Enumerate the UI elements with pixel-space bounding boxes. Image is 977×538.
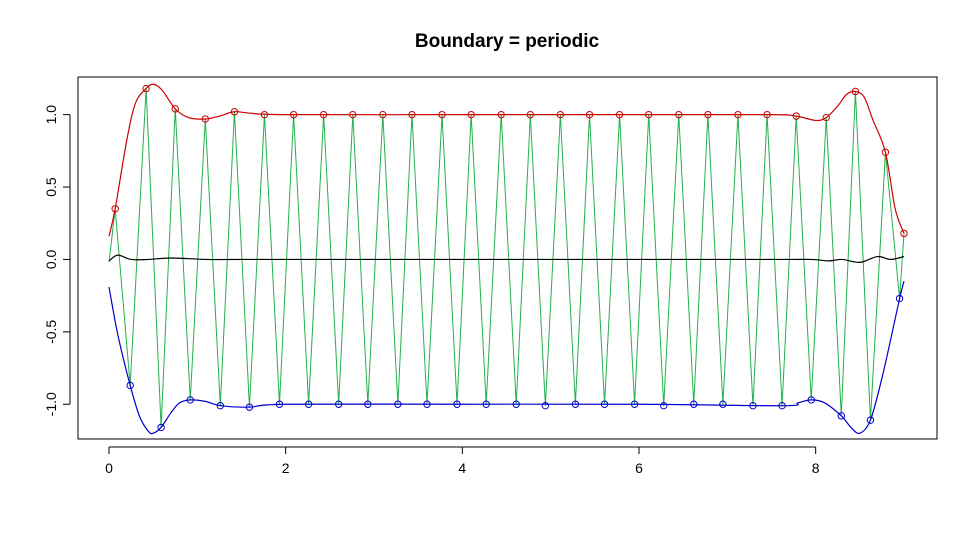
maximum-point (260, 110, 269, 119)
maximum-point (111, 205, 119, 213)
y-axis: -1.0 -0.5 0.0 0.5 1.0 (43, 105, 71, 416)
minimum-point (541, 401, 550, 410)
maximum-point (734, 110, 742, 119)
maximum-point (526, 110, 535, 119)
maximum-point (615, 110, 624, 119)
maximum-point (142, 84, 150, 93)
minimum-point (216, 401, 225, 410)
signal-line (108, 88, 905, 428)
x-tick-label: 8 (812, 460, 820, 476)
minimum-point (126, 381, 134, 390)
plot-frame (77, 76, 938, 440)
y-tick-label: -0.5 (43, 320, 59, 344)
maximum-point (349, 110, 357, 119)
minimum-point (423, 400, 431, 408)
maximum-point (467, 110, 475, 119)
maximum-point (792, 112, 800, 120)
minimum-point (482, 400, 490, 408)
minimum-point (749, 401, 757, 410)
minimum-point (304, 400, 313, 408)
x-tick-label: 4 (458, 460, 466, 476)
minimum-point (630, 400, 639, 408)
maximum-point (408, 110, 416, 119)
maximum-point (822, 113, 830, 122)
minimum-point (512, 400, 520, 408)
minimum-point (807, 396, 815, 404)
maximum-point (675, 110, 683, 119)
minimum-point (719, 400, 727, 408)
maximum-point (881, 148, 890, 156)
minimum-point (157, 423, 165, 432)
maximum-point (763, 110, 771, 119)
minimum-point (364, 400, 372, 408)
minimum-point (866, 416, 875, 424)
minimum-point (895, 294, 904, 303)
minimum-point (778, 401, 786, 410)
maximum-point (319, 110, 328, 119)
minimum-point (453, 400, 461, 408)
maximum-point (497, 110, 505, 119)
lower-envelope-line (108, 281, 905, 435)
y-tick-label: 0.5 (43, 177, 59, 197)
x-axis: 0 2 4 6 8 (105, 446, 820, 476)
y-tick-label: 0.0 (43, 250, 59, 270)
maximum-point (379, 110, 387, 119)
maximum-point (900, 229, 908, 238)
minimum-point (334, 400, 343, 408)
chart-title: Boundary = periodic (415, 31, 600, 52)
maximum-point (230, 108, 239, 116)
maximum-point (556, 110, 565, 119)
upper-envelope-line (108, 83, 905, 237)
maximum-point (645, 110, 653, 119)
series-layer (108, 83, 905, 435)
x-tick-label: 0 (105, 460, 113, 476)
maximum-point (704, 110, 712, 119)
minimum-point (690, 400, 698, 408)
maximum-point (171, 105, 179, 113)
maximum-point (851, 87, 860, 96)
minimum-point (660, 401, 668, 410)
y-tick-label: -1.0 (43, 392, 59, 416)
x-tick-label: 2 (282, 460, 290, 476)
minimum-point (837, 412, 845, 420)
minimum-point (245, 403, 254, 411)
minimum-point (186, 396, 194, 404)
maximum-point (289, 110, 298, 119)
minimum-point (275, 400, 284, 408)
x-tick-label: 6 (635, 460, 643, 476)
minimum-point (600, 400, 609, 408)
maximum-point (201, 115, 209, 123)
minimum-point (571, 400, 580, 408)
mean-envelope-line (108, 254, 905, 263)
minimum-point (394, 400, 402, 408)
maximum-point (438, 110, 446, 119)
y-tick-label: 1.0 (43, 105, 59, 125)
maximum-point (585, 110, 594, 119)
points-layer (111, 84, 908, 432)
